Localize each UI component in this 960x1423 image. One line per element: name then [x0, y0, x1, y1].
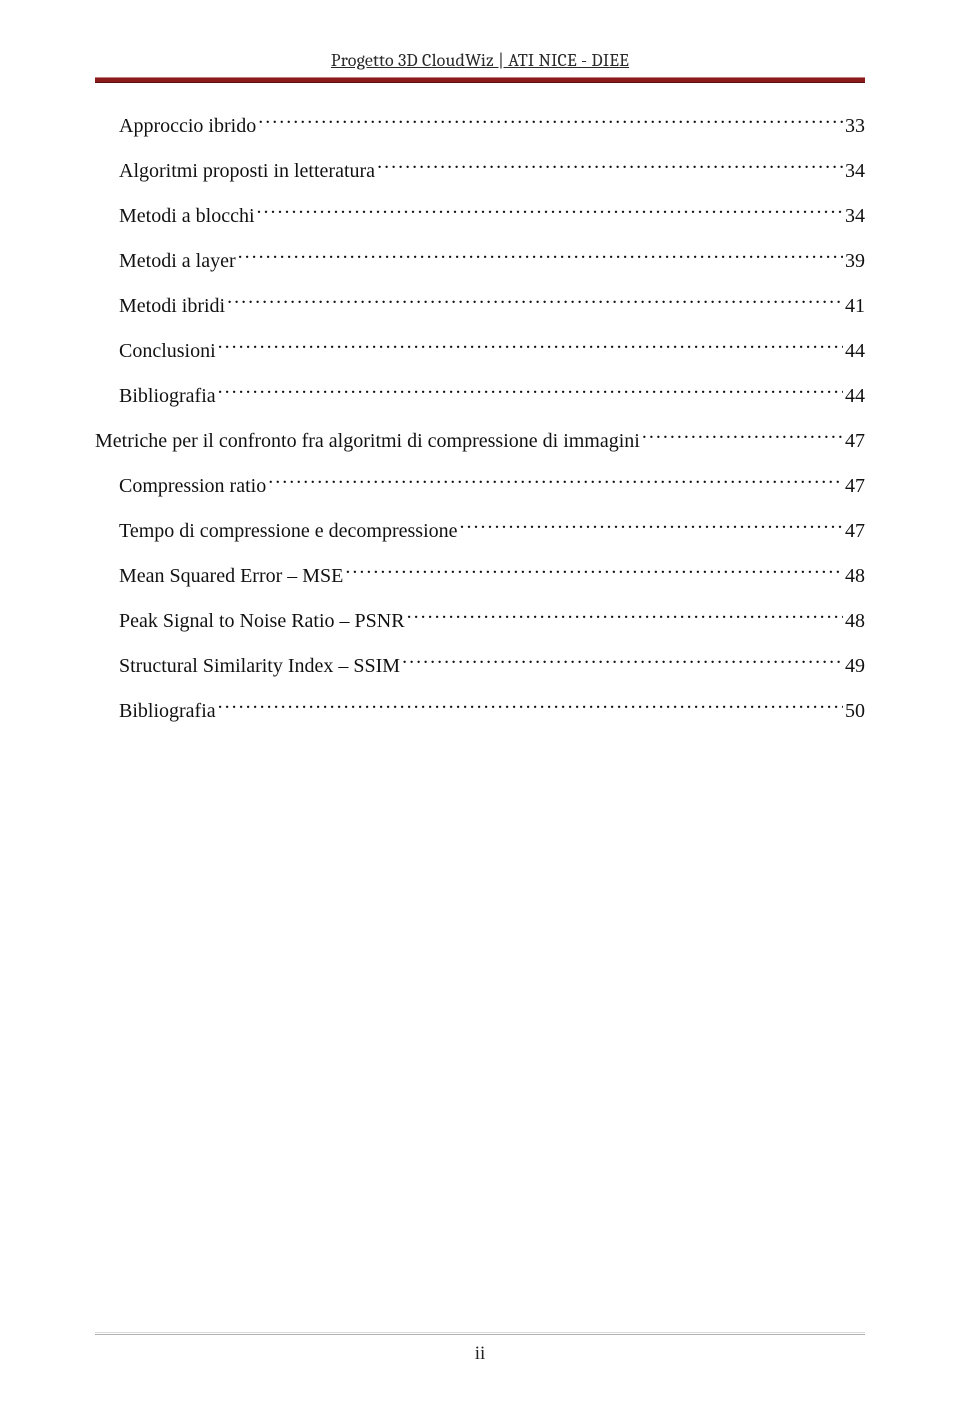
toc-label: Tempo di compressione e decompressione — [119, 516, 458, 546]
toc-label: Metodi a blocchi — [119, 201, 255, 231]
toc-leader — [258, 112, 843, 132]
toc-entry: Tempo di compressione e decompressione 4… — [95, 516, 865, 546]
toc-page: 50 — [845, 696, 865, 726]
toc-page: 47 — [845, 471, 865, 501]
toc-leader — [345, 562, 843, 582]
toc-leader — [377, 157, 843, 177]
toc-page: 49 — [845, 651, 865, 681]
toc-page: 47 — [845, 426, 865, 456]
toc-entry: Structural Similarity Index – SSIM 49 — [95, 651, 865, 681]
toc-label: Algoritmi proposti in letteratura — [119, 156, 375, 186]
toc-label: Bibliografia — [119, 381, 216, 411]
toc-leader — [218, 382, 843, 402]
table-of-contents: Approccio ibrido 33 Algoritmi proposti i… — [95, 111, 865, 726]
toc-entry: Metodi ibridi 41 — [95, 291, 865, 321]
running-header: Progetto 3D CloudWiz | ATI NICE - DIEE — [95, 50, 865, 71]
toc-page: 48 — [845, 561, 865, 591]
toc-leader — [268, 472, 843, 492]
toc-page: 47 — [845, 516, 865, 546]
toc-label: Peak Signal to Noise Ratio – PSNR — [119, 606, 405, 636]
header-rule — [95, 77, 865, 83]
page-container: Progetto 3D CloudWiz | ATI NICE - DIEE A… — [0, 0, 960, 1423]
toc-page: 39 — [845, 246, 865, 276]
toc-label: Metriche per il confronto fra algoritmi … — [95, 426, 640, 456]
toc-label: Metodi a layer — [119, 246, 236, 276]
toc-leader — [238, 247, 843, 267]
toc-entry: Bibliografia 44 — [95, 381, 865, 411]
toc-page: 34 — [845, 201, 865, 231]
toc-leader — [642, 427, 843, 447]
toc-entry: Metodi a blocchi 34 — [95, 201, 865, 231]
toc-label: Approccio ibrido — [119, 111, 256, 141]
toc-leader — [218, 337, 843, 357]
toc-label: Compression ratio — [119, 471, 266, 501]
toc-entry: Bibliografia 50 — [95, 696, 865, 726]
toc-page: 41 — [845, 291, 865, 321]
toc-label: Structural Similarity Index – SSIM — [119, 651, 400, 681]
toc-page: 44 — [845, 381, 865, 411]
toc-label: Metodi ibridi — [119, 291, 225, 321]
toc-leader — [460, 517, 843, 537]
toc-label: Mean Squared Error – MSE — [119, 561, 343, 591]
toc-entry: Mean Squared Error – MSE 48 — [95, 561, 865, 591]
toc-leader — [257, 202, 843, 222]
toc-entry: Approccio ibrido 33 — [95, 111, 865, 141]
toc-page: 44 — [845, 336, 865, 366]
toc-page: 34 — [845, 156, 865, 186]
toc-leader — [402, 652, 843, 672]
toc-leader — [218, 697, 843, 717]
toc-entry: Metodi a layer 39 — [95, 246, 865, 276]
toc-entry: Compression ratio 47 — [95, 471, 865, 501]
toc-entry: Metriche per il confronto fra algoritmi … — [95, 426, 865, 456]
toc-entry: Peak Signal to Noise Ratio – PSNR 48 — [95, 606, 865, 636]
footer-rule — [95, 1334, 865, 1335]
page-number: ii — [0, 1343, 960, 1365]
toc-label: Bibliografia — [119, 696, 216, 726]
toc-entry: Algoritmi proposti in letteratura 34 — [95, 156, 865, 186]
toc-page: 48 — [845, 606, 865, 636]
toc-label: Conclusioni — [119, 336, 216, 366]
toc-leader — [407, 607, 843, 627]
toc-leader — [227, 292, 843, 312]
toc-page: 33 — [845, 111, 865, 141]
toc-entry: Conclusioni 44 — [95, 336, 865, 366]
